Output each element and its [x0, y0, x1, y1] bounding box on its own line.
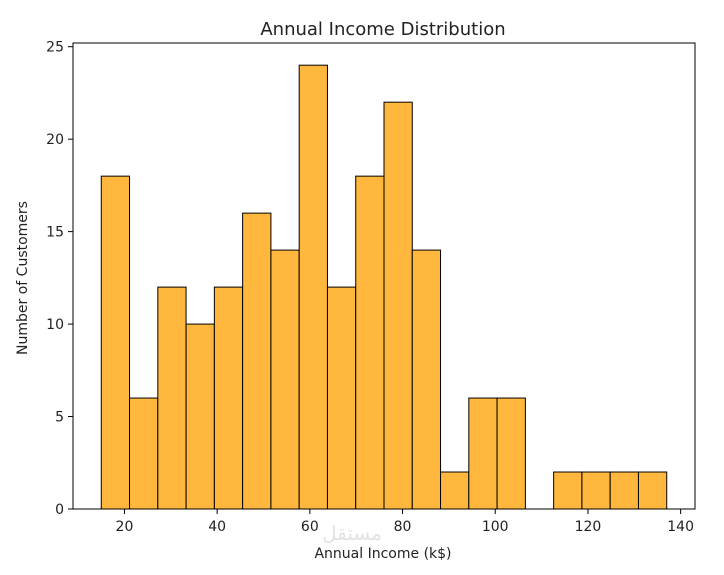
x-tick-label: 60	[301, 519, 319, 535]
y-tick-label: 0	[55, 502, 64, 518]
x-axis-title: Annual Income (k$)	[314, 546, 451, 562]
histogram-bar	[129, 397, 159, 510]
y-tick-label: 20	[46, 132, 64, 148]
histogram-bar	[157, 286, 187, 510]
x-tick-label: 140	[667, 519, 694, 535]
histogram-bars	[100, 64, 668, 510]
histogram-bar	[326, 286, 357, 510]
histogram-bar	[496, 397, 526, 510]
plot-frame	[72, 42, 696, 510]
histogram-bar	[440, 471, 470, 510]
histogram-bar	[581, 471, 611, 510]
histogram-bar	[355, 175, 385, 510]
histogram-bar	[411, 249, 442, 510]
histogram-bar	[609, 471, 639, 510]
histogram-bar	[242, 212, 272, 510]
histogram-bar	[100, 175, 131, 510]
y-tick-label: 15	[46, 225, 64, 241]
y-axis-ticks: 0 5 10 15 20 25	[46, 40, 73, 518]
histogram-bar	[185, 323, 215, 510]
chart-title: Annual Income Distribution	[260, 19, 505, 40]
histogram-bar	[637, 471, 668, 510]
x-tick-label: 40	[208, 519, 226, 535]
x-tick-label: 100	[482, 519, 509, 535]
x-tick-label: 20	[116, 519, 134, 535]
histogram-bar	[553, 471, 583, 510]
histogram-bar	[468, 397, 498, 510]
x-axis-ticks: 20 40 60 80 100 120 140	[116, 509, 694, 535]
y-tick-label: 25	[46, 40, 64, 56]
histogram-bar	[383, 101, 413, 510]
x-tick-label: 80	[394, 519, 412, 535]
histogram-bar	[298, 64, 328, 510]
y-tick-label: 10	[46, 317, 64, 333]
x-tick-label: 120	[575, 519, 602, 535]
y-tick-label: 5	[55, 410, 64, 426]
histogram-bar	[213, 286, 244, 510]
y-axis-title: Number of Customers	[15, 201, 31, 355]
watermark-logo: مستقل	[322, 521, 382, 545]
histogram-bar	[270, 249, 300, 510]
